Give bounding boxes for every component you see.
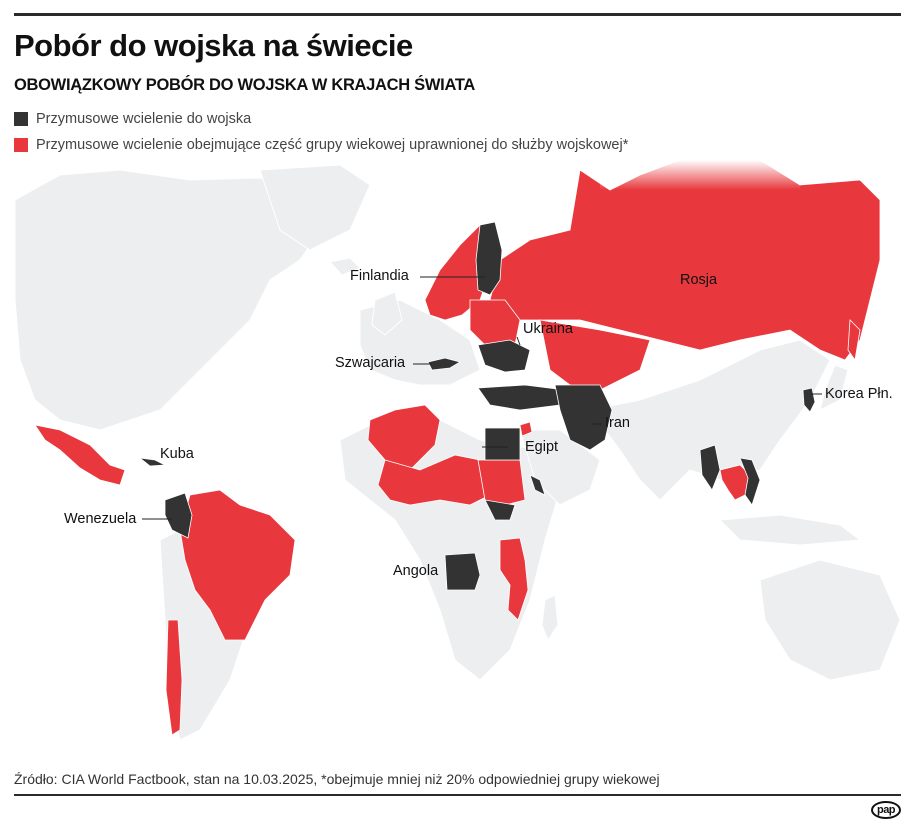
label-switzerland: Szwajcaria [335, 355, 406, 371]
label-russia: Rosja [680, 272, 718, 288]
dark-swatch-icon [14, 112, 28, 126]
legend-item-partial: Przymusowe wcielenie obejmujące część gr… [14, 132, 628, 158]
bottom-rule [14, 794, 901, 796]
label-egypt: Egipt [525, 439, 559, 455]
legend-label-full: Przymusowe wcielenie do wojska [36, 111, 252, 127]
legend-label-partial: Przymusowe wcielenie obejmujące część gr… [36, 137, 629, 153]
source-note: Źródło: CIA World Factbook, stan na 10.0… [14, 771, 660, 787]
arctic-fade [600, 160, 800, 190]
label-ukraine: Ukraina [523, 321, 573, 337]
legend: Przymusowe wcielenie do wojska Przymusow… [14, 106, 628, 158]
page-subtitle: OBOWIĄZKOWY POBÓR DO WOJSKA W KRAJACH ŚW… [14, 76, 476, 94]
label-leaders [142, 276, 822, 520]
label-finland: Finlandia [350, 268, 409, 284]
world-map [14, 160, 901, 741]
pap-logo: pap [871, 801, 901, 819]
label-venezuela: Wenezuela [64, 511, 137, 527]
legend-item-full: Przymusowe wcielenie do wojska [14, 106, 628, 132]
other-land [14, 164, 901, 741]
label-cuba: Kuba [160, 446, 194, 462]
page-title: Pobór do wojska na świecie [14, 28, 413, 63]
label-angola: Angola [393, 563, 439, 579]
label-iran: Iran [605, 415, 630, 431]
red-swatch-icon [14, 138, 28, 152]
top-rule [14, 13, 901, 16]
label-north-korea: Korea Płn. [825, 386, 893, 402]
